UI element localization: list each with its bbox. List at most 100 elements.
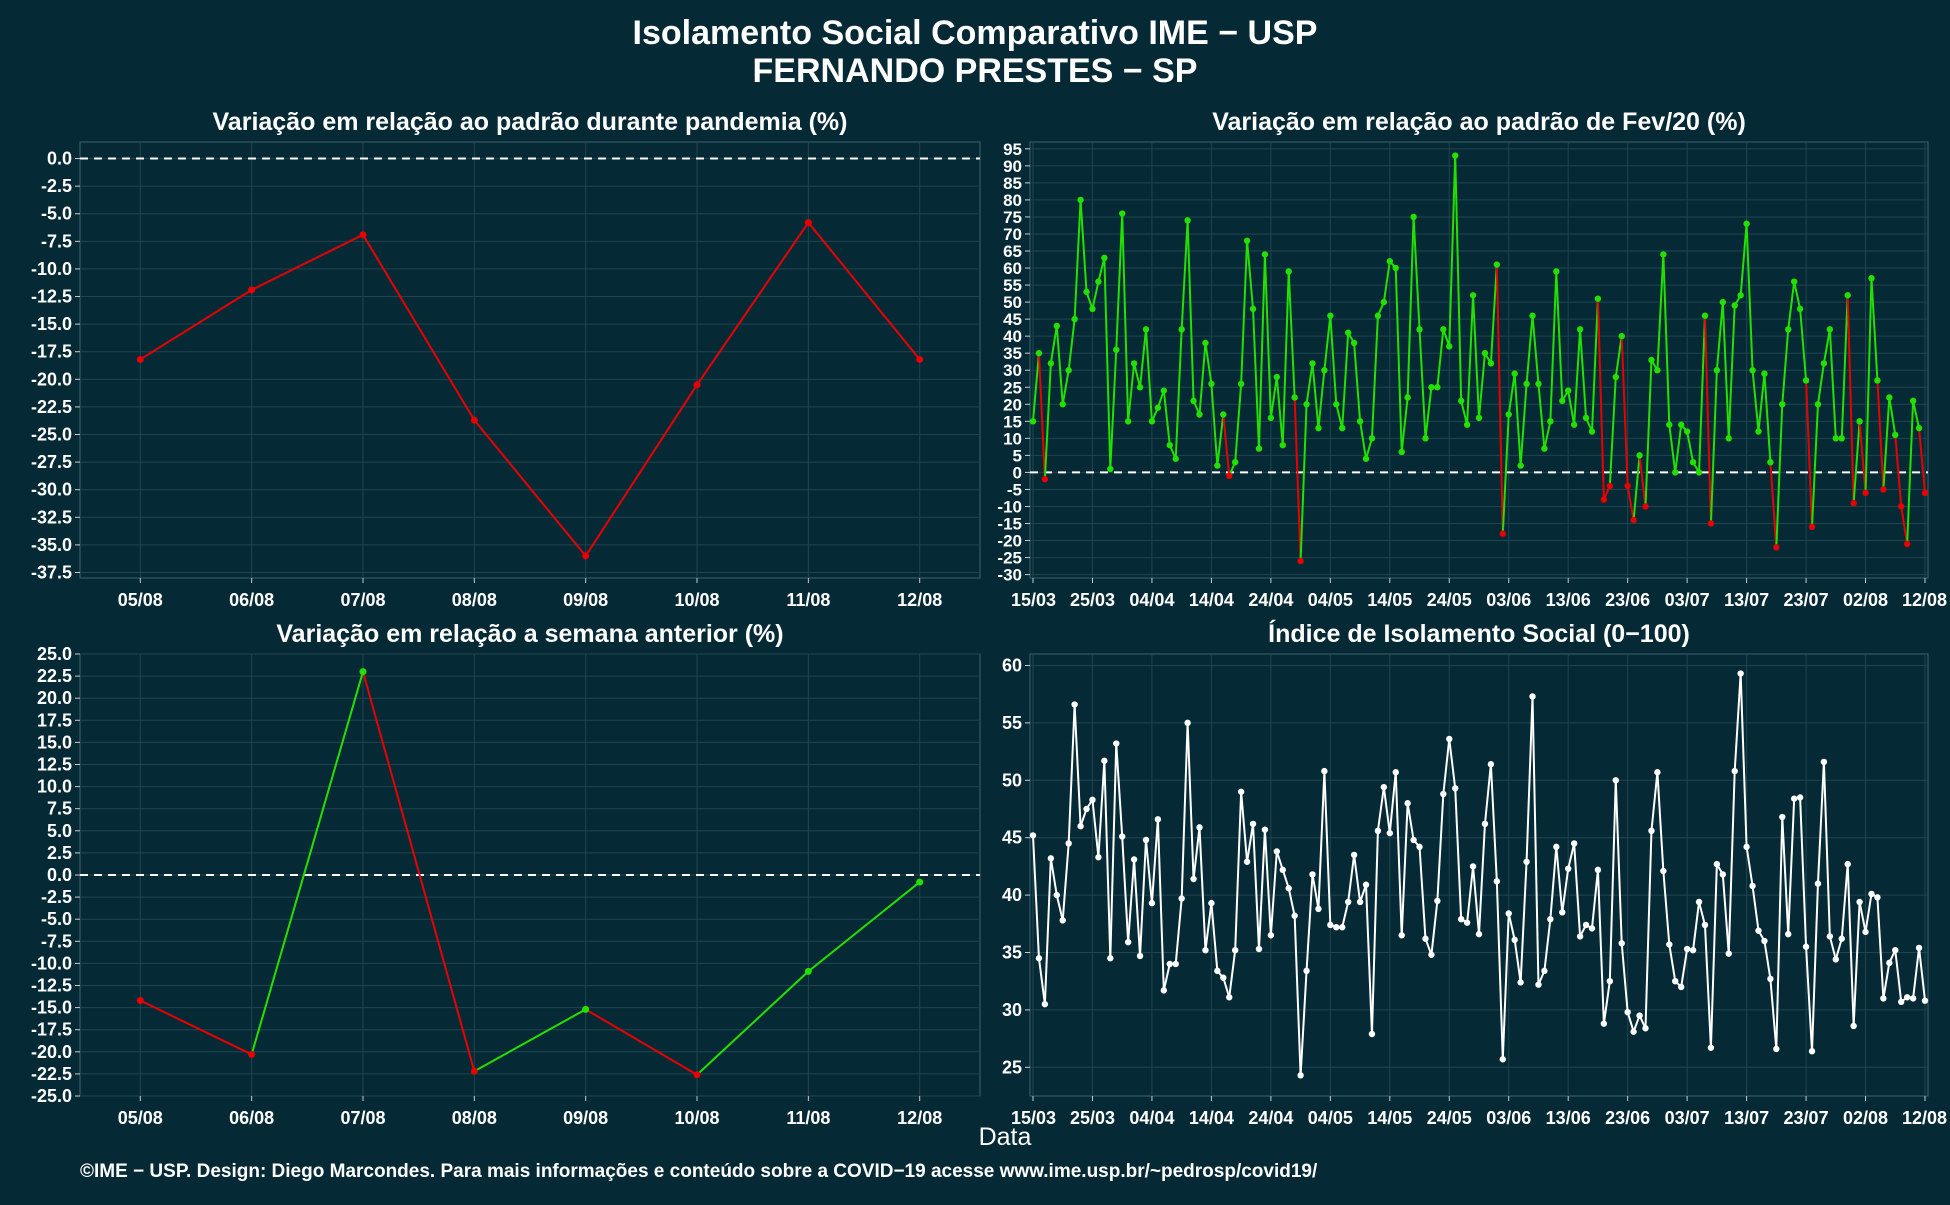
data-point bbox=[1237, 788, 1245, 795]
series-segment bbox=[1543, 919, 1552, 971]
series-segment bbox=[1097, 760, 1106, 858]
data-point bbox=[1463, 919, 1471, 926]
x-tick-label: 09/08 bbox=[563, 590, 608, 610]
series-segment bbox=[1061, 370, 1070, 405]
series-segment bbox=[1686, 431, 1695, 463]
data-point bbox=[1172, 960, 1179, 968]
series-segment bbox=[1870, 278, 1879, 381]
series-segment bbox=[1644, 359, 1653, 507]
y-tick-label: -15.0 bbox=[31, 314, 72, 334]
series-segment bbox=[1793, 281, 1802, 310]
series-segment bbox=[1918, 947, 1926, 1001]
data-point bbox=[1475, 930, 1483, 938]
data-point bbox=[1350, 339, 1358, 347]
series-segment bbox=[807, 881, 921, 973]
y-tick-label: -20 bbox=[997, 532, 1022, 551]
data-point bbox=[1309, 360, 1316, 367]
y-tick-label: -17.5 bbox=[31, 1020, 72, 1040]
data-point bbox=[1802, 943, 1810, 950]
series-segment bbox=[1353, 854, 1362, 903]
data-point bbox=[1612, 777, 1619, 784]
data-point bbox=[1374, 827, 1382, 834]
series-segment bbox=[1590, 298, 1599, 432]
series-segment bbox=[1275, 851, 1284, 871]
data-point bbox=[1398, 448, 1405, 456]
data-point bbox=[1095, 278, 1102, 285]
data-point bbox=[1249, 820, 1257, 828]
data-point bbox=[1386, 258, 1394, 265]
series-segment bbox=[1121, 836, 1130, 943]
series-segment bbox=[1495, 264, 1504, 534]
y-tick-label: 5.0 bbox=[47, 821, 72, 841]
chart-panel-semana: Variação em relação a semana anterior (%… bbox=[31, 620, 981, 1128]
series-segment bbox=[1727, 771, 1736, 954]
data-point bbox=[1035, 955, 1043, 962]
y-tick-label: -27.5 bbox=[31, 452, 72, 472]
data-point bbox=[1178, 895, 1185, 902]
data-point bbox=[1166, 960, 1173, 968]
data-point bbox=[1666, 421, 1673, 428]
x-tick-label: 15/03 bbox=[1011, 590, 1056, 610]
series-segment bbox=[1079, 199, 1088, 292]
series-segment bbox=[1049, 325, 1058, 364]
series-segment bbox=[1234, 383, 1243, 463]
series-segment bbox=[1828, 936, 1837, 960]
series-segment bbox=[1525, 315, 1534, 384]
data-point bbox=[1208, 899, 1215, 907]
series-segment bbox=[1555, 846, 1564, 913]
data-point bbox=[1785, 930, 1792, 938]
data-point bbox=[1101, 757, 1108, 764]
data-point bbox=[1297, 1072, 1304, 1079]
y-tick-label: 55 bbox=[1002, 713, 1022, 733]
series-segment bbox=[1882, 397, 1891, 490]
data-point bbox=[1689, 946, 1697, 954]
series-segment bbox=[1406, 803, 1415, 841]
data-point bbox=[1356, 898, 1364, 906]
data-point bbox=[1333, 401, 1340, 408]
data-point bbox=[1779, 401, 1786, 408]
series-segment bbox=[1787, 281, 1796, 330]
x-tick-label: 14/04 bbox=[1189, 590, 1234, 610]
series-segment bbox=[139, 289, 253, 361]
data-point bbox=[1148, 899, 1156, 907]
x-tick-label: 25/03 bbox=[1070, 590, 1115, 610]
panel-title: Variação em relação a semana anterior (%… bbox=[276, 620, 783, 648]
series-segment bbox=[1049, 858, 1058, 896]
y-tick-label: 60 bbox=[1003, 259, 1022, 278]
data-point bbox=[1261, 251, 1269, 258]
data-point bbox=[1594, 295, 1602, 302]
main-subtitle: FERNANDO PRESTES − SP bbox=[753, 52, 1198, 90]
data-point bbox=[1862, 489, 1869, 497]
series-segment bbox=[1067, 704, 1076, 844]
y-tick-label: -25.0 bbox=[31, 1086, 72, 1106]
data-point bbox=[1124, 418, 1132, 425]
x-tick-label: 08/08 bbox=[452, 1108, 497, 1128]
series-segment bbox=[1275, 376, 1284, 446]
data-point bbox=[1719, 871, 1727, 878]
series-segment bbox=[1590, 869, 1599, 929]
data-point bbox=[1380, 783, 1388, 791]
data-point bbox=[1113, 346, 1120, 353]
y-tick-label: -20.0 bbox=[31, 369, 72, 389]
data-point bbox=[1743, 220, 1750, 227]
data-point bbox=[1095, 854, 1102, 861]
data-point bbox=[1469, 863, 1477, 870]
series-segment bbox=[1246, 823, 1255, 862]
y-tick-label: 20 bbox=[1003, 395, 1022, 414]
x-tick-label: 13/07 bbox=[1724, 590, 1769, 610]
data-point bbox=[1749, 882, 1756, 890]
data-point bbox=[1243, 237, 1251, 244]
series-segment bbox=[1115, 213, 1124, 350]
y-tick-label: -5.0 bbox=[41, 204, 72, 224]
y-tick-label: 45 bbox=[1002, 828, 1022, 848]
series-segment bbox=[1864, 893, 1873, 932]
data-point bbox=[1291, 394, 1298, 401]
series-segment bbox=[1448, 738, 1457, 789]
data-point bbox=[1440, 790, 1447, 798]
data-point bbox=[1814, 401, 1822, 408]
data-point bbox=[1208, 380, 1215, 388]
series-segment bbox=[1513, 373, 1522, 466]
y-tick-label: 25.0 bbox=[37, 644, 72, 664]
